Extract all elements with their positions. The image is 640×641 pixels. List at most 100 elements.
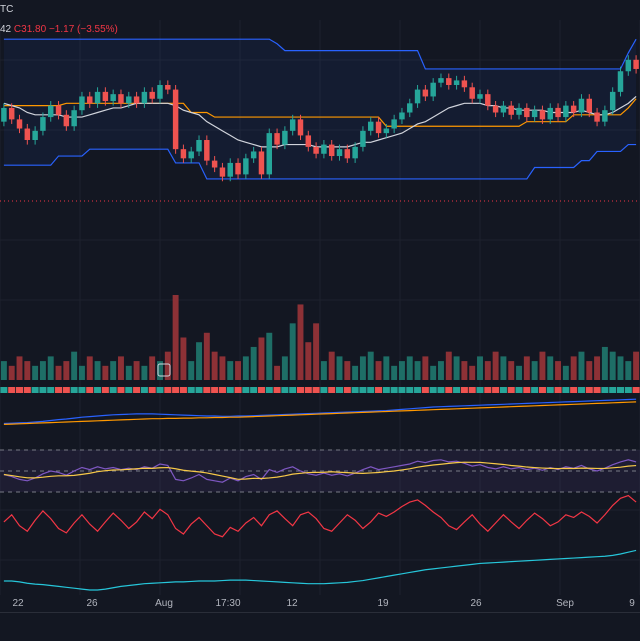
price-candle — [336, 149, 343, 157]
histogram-bar — [62, 387, 70, 393]
price-candle — [110, 94, 116, 102]
histogram-bar — [460, 387, 468, 393]
price-candle — [63, 114, 70, 127]
histogram-bar — [8, 387, 16, 393]
price-candle — [258, 151, 265, 175]
volume-bar — [39, 361, 46, 380]
histogram-bar — [55, 387, 63, 393]
volume-bar — [94, 361, 101, 380]
volume-bar — [305, 342, 312, 380]
price-candle — [422, 89, 429, 97]
histogram-bar — [562, 387, 570, 393]
volume-bar — [313, 323, 320, 380]
volume-bar — [461, 361, 468, 380]
histogram-bar — [507, 387, 515, 393]
legend-close-label: C — [13, 24, 22, 35]
volume-bar — [281, 356, 288, 380]
price-candle — [282, 130, 288, 145]
histogram-bar — [624, 387, 632, 393]
volume-bar — [110, 361, 117, 380]
moving-average-line — [3, 96, 637, 148]
ticker-label: TC — [0, 4, 14, 15]
volume-bar — [359, 356, 366, 380]
volume-bar — [414, 361, 421, 380]
histogram-bar — [109, 387, 117, 393]
histogram-bar — [273, 387, 281, 393]
price-candle — [102, 91, 109, 102]
volume-bar — [219, 356, 226, 380]
price-candle — [40, 117, 46, 131]
price-candle — [289, 119, 296, 131]
price-candle — [492, 105, 499, 113]
volume-bar — [63, 361, 70, 380]
x-tick-label: 17:30 — [215, 598, 241, 609]
price-candle — [118, 94, 124, 104]
histogram-bar — [445, 387, 453, 393]
price-candle — [477, 94, 483, 99]
price-candle — [172, 89, 179, 150]
histogram-bar — [94, 387, 102, 393]
price-candle — [32, 130, 38, 140]
histogram-bar — [577, 387, 585, 393]
histogram-bar — [187, 387, 195, 393]
volume-bar — [86, 356, 93, 380]
channel-lower-line — [3, 143, 637, 180]
price-candle — [227, 162, 233, 177]
price-candle — [633, 59, 639, 69]
volume-bar — [164, 351, 171, 380]
volume-bar — [578, 351, 585, 380]
histogram-bar — [343, 387, 351, 393]
price-candle — [399, 112, 405, 120]
volume-bar — [118, 356, 124, 380]
price-candle — [235, 162, 241, 175]
price-candle — [368, 121, 374, 131]
x-tick-label: Aug — [155, 598, 173, 609]
volume-bar — [157, 361, 163, 380]
price-candle — [539, 110, 546, 120]
histogram-bar — [359, 387, 367, 393]
price-candle — [157, 85, 163, 99]
histogram-bar — [570, 387, 578, 393]
histogram-bar — [250, 387, 258, 393]
trend-orange-line — [3, 401, 637, 425]
x-tick-label: 22 — [12, 598, 24, 609]
volume-bar — [227, 361, 234, 380]
rsi-line — [3, 459, 637, 483]
price-candle — [79, 96, 85, 111]
price-candle — [430, 82, 436, 97]
price-candle — [126, 96, 132, 104]
price-candle — [508, 105, 514, 115]
volume-bar — [289, 323, 296, 380]
histogram-bar — [70, 387, 78, 393]
volume-bar — [570, 356, 577, 380]
volume-bar — [391, 365, 398, 380]
histogram-bar — [601, 387, 609, 393]
price-candle — [297, 119, 304, 136]
price-candle — [485, 94, 491, 106]
histogram-bar — [211, 387, 219, 393]
volume-bar — [125, 365, 132, 380]
volume-bar — [445, 351, 452, 380]
volume-bar — [633, 351, 640, 380]
volume-bar — [320, 361, 327, 380]
price-candle — [563, 105, 569, 118]
volume-bar — [8, 365, 15, 380]
volume-bar — [71, 351, 78, 380]
price-candle — [8, 107, 15, 120]
volume-bar — [274, 365, 281, 380]
histogram-bar — [242, 387, 250, 393]
price-candle — [87, 96, 93, 104]
price-candle — [211, 160, 218, 168]
histogram-bar — [593, 387, 601, 393]
histogram-bar — [429, 387, 437, 393]
volume-bar — [16, 356, 23, 380]
volume-bar — [531, 361, 538, 380]
volume-bar — [617, 356, 624, 380]
volume-bar — [102, 365, 109, 380]
x-tick-label: Sep — [556, 598, 574, 609]
volume-bar — [586, 361, 593, 380]
volume-bar — [47, 356, 54, 380]
price-candle — [555, 107, 561, 118]
legend-close-value: 31.80 — [21, 24, 47, 35]
